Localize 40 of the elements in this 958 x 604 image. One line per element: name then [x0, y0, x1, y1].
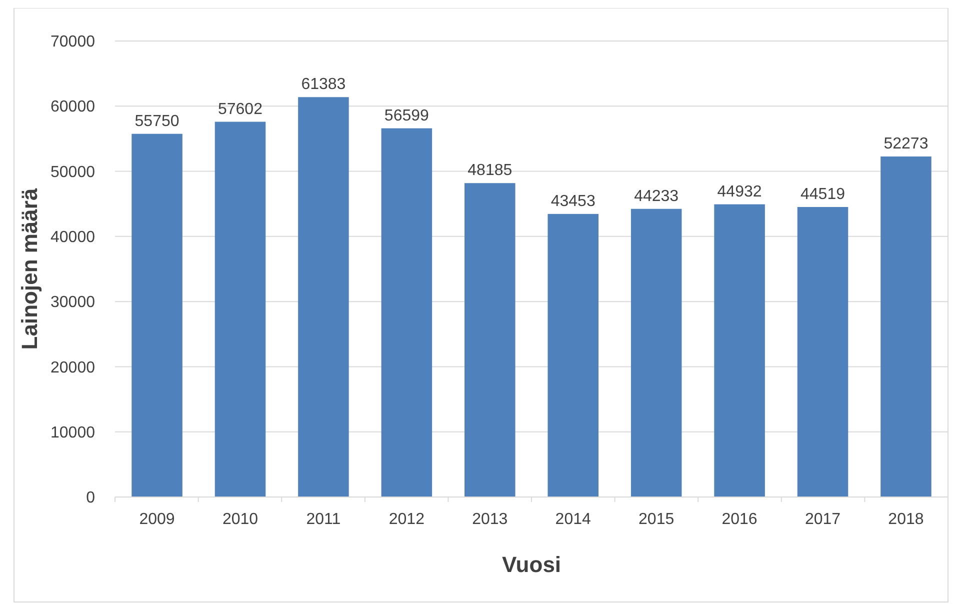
y-tick-label: 50000 — [50, 164, 96, 181]
x-tick-label: 2011 — [306, 511, 341, 528]
data-label: 61383 — [301, 76, 346, 94]
x-tick-label: 2016 — [722, 511, 758, 528]
y-tick-label: 20000 — [50, 359, 96, 376]
data-label: 44932 — [717, 183, 762, 200]
x-tick-label: 2013 — [472, 511, 508, 528]
y-axis-title: Lainojen määrä — [17, 188, 42, 350]
x-tick-label: 2009 — [139, 511, 175, 528]
data-label: 43453 — [550, 192, 596, 210]
bar — [630, 208, 682, 497]
x-axis-title: Vuosi — [502, 552, 562, 577]
y-tick-label: 70000 — [50, 34, 96, 51]
data-label: 48185 — [468, 162, 512, 180]
y-tick-label: 10000 — [50, 424, 96, 442]
bar — [880, 156, 932, 497]
bar — [381, 128, 432, 497]
bar — [797, 206, 848, 497]
data-label: 44233 — [634, 188, 679, 205]
data-label: 55750 — [134, 112, 180, 130]
x-tick-label: 2017 — [804, 511, 841, 528]
x-tick-label: 2012 — [388, 511, 425, 528]
y-tick-label: 30000 — [50, 294, 96, 312]
bar — [548, 214, 598, 497]
bar — [132, 134, 182, 497]
x-tick-label: 2015 — [638, 511, 674, 528]
bar — [714, 204, 765, 497]
x-tick-label: 2018 — [888, 511, 924, 528]
data-label: 56599 — [384, 107, 430, 124]
x-tick-label: 2014 — [555, 511, 592, 528]
y-tick-label: 40000 — [50, 229, 96, 246]
data-label: 44519 — [800, 186, 846, 203]
data-label: 52273 — [884, 135, 928, 152]
bar — [214, 122, 266, 497]
y-tick-label: 0 — [86, 490, 96, 507]
data-label: 57602 — [218, 100, 263, 118]
bar — [298, 97, 349, 497]
y-tick-label: 60000 — [50, 98, 96, 116]
bar — [464, 183, 516, 497]
x-tick-label: 2010 — [222, 511, 258, 528]
